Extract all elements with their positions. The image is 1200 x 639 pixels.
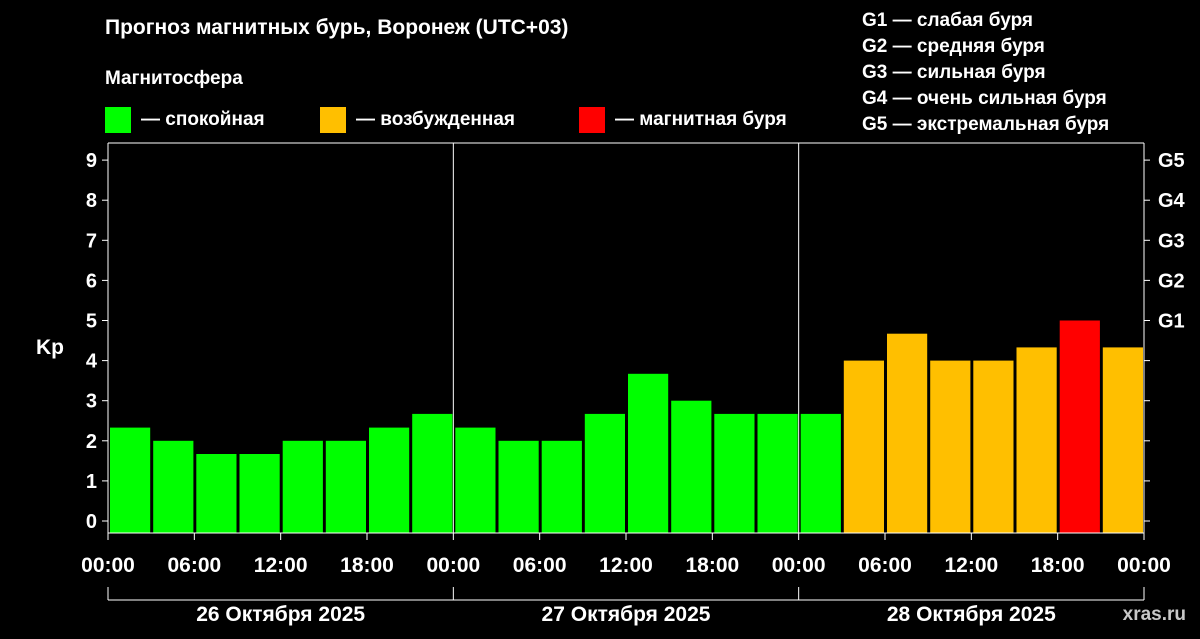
bar-2 bbox=[196, 454, 237, 533]
x-tick-label-12: 00:00 bbox=[1117, 554, 1171, 577]
bar-6 bbox=[369, 427, 410, 533]
chart-title: Прогноз магнитных бурь, Воронеж (UTC+03) bbox=[105, 16, 569, 39]
g-legend-g5: G5 — экстремальная буря bbox=[862, 114, 1110, 135]
x-tick-label-6: 12:00 bbox=[599, 554, 653, 577]
bar-1 bbox=[153, 440, 194, 533]
legend-label-active: — возбужденная bbox=[356, 109, 516, 130]
chart-subtitle: Магнитосфера bbox=[105, 68, 243, 89]
legend-swatch-active bbox=[320, 107, 346, 133]
x-tick-label-5: 06:00 bbox=[513, 554, 567, 577]
g-legend-g2: G2 — средняя буря bbox=[862, 36, 1045, 57]
x-tick-label-1: 06:00 bbox=[167, 554, 221, 577]
y-tick-label-3: 3 bbox=[86, 391, 97, 413]
y-tick-label-0: 0 bbox=[86, 511, 97, 533]
bar-14 bbox=[714, 413, 755, 533]
bar-8 bbox=[455, 427, 496, 533]
right-axis-label-G4: G4 bbox=[1158, 190, 1186, 212]
y-tick-label-4: 4 bbox=[86, 351, 98, 373]
bar-10 bbox=[541, 440, 582, 533]
x-tick-label-10: 12:00 bbox=[944, 554, 998, 577]
y-tick-label-7: 7 bbox=[86, 230, 97, 252]
y-axis-label: Kp bbox=[36, 336, 64, 359]
right-axis-label-G1: G1 bbox=[1158, 311, 1185, 333]
bar-18 bbox=[887, 333, 928, 533]
legend-label-quiet: — спокойная bbox=[141, 109, 265, 130]
bar-17 bbox=[843, 360, 884, 533]
bar-7 bbox=[412, 413, 453, 533]
y-tick-label-8: 8 bbox=[86, 190, 97, 212]
bar-9 bbox=[498, 440, 539, 533]
bar-5 bbox=[325, 440, 366, 533]
right-axis-label-G2: G2 bbox=[1158, 270, 1185, 292]
bar-23 bbox=[1102, 347, 1143, 533]
day-label-0: 26 Октября 2025 bbox=[196, 603, 365, 626]
bar-13 bbox=[671, 400, 712, 533]
right-axis-label-G3: G3 bbox=[1158, 230, 1185, 252]
bar-16 bbox=[800, 413, 841, 533]
g-legend-g4: G4 — очень сильная буря bbox=[862, 88, 1107, 109]
bar-22 bbox=[1059, 320, 1100, 533]
x-tick-label-4: 00:00 bbox=[426, 554, 480, 577]
x-tick-label-8: 00:00 bbox=[772, 554, 826, 577]
bar-4 bbox=[282, 440, 323, 533]
bars-group bbox=[110, 320, 1143, 533]
day-label-1: 27 Октября 2025 bbox=[542, 603, 711, 626]
bar-21 bbox=[1016, 347, 1057, 533]
y-tick-label-1: 1 bbox=[86, 471, 97, 493]
right-axis-label-G5: G5 bbox=[1158, 150, 1185, 172]
bar-15 bbox=[757, 413, 798, 533]
legend-swatch-quiet bbox=[105, 107, 131, 133]
y-tick-label-5: 5 bbox=[86, 311, 97, 333]
bar-12 bbox=[628, 373, 669, 533]
bar-19 bbox=[930, 360, 971, 533]
legend-label-storm: — магнитная буря bbox=[615, 109, 787, 130]
watermark: xras.ru bbox=[1122, 604, 1186, 625]
x-tick-label-3: 18:00 bbox=[340, 554, 394, 577]
y-tick-label-2: 2 bbox=[86, 431, 97, 453]
legend-item-quiet: — спокойная bbox=[105, 106, 265, 134]
y-tick-label-6: 6 bbox=[86, 270, 97, 292]
x-tick-label-0: 00:00 bbox=[81, 554, 135, 577]
legend-swatch-storm bbox=[579, 107, 605, 133]
legend-item-storm: — магнитная буря bbox=[579, 106, 787, 134]
bar-11 bbox=[584, 413, 625, 533]
g-legend-g3: G3 — сильная буря bbox=[862, 62, 1046, 83]
x-tick-label-11: 18:00 bbox=[1031, 554, 1085, 577]
bar-3 bbox=[239, 454, 280, 533]
x-tick-label-9: 06:00 bbox=[858, 554, 912, 577]
g-legend-g1: G1 — слабая буря bbox=[862, 10, 1034, 31]
y-tick-label-9: 9 bbox=[86, 150, 97, 172]
bar-0 bbox=[110, 427, 151, 533]
x-tick-label-2: 12:00 bbox=[254, 554, 308, 577]
day-label-2: 28 Октября 2025 bbox=[887, 603, 1056, 626]
legend-item-active: — возбужденная bbox=[320, 106, 515, 134]
bar-20 bbox=[973, 360, 1014, 533]
axes-group: 0 1 2 3 4 5 6 7 8 9 G1 G2 G3 G4 G5 00:00 06:00 12:00 18:00… bbox=[81, 142, 1186, 626]
x-tick-label-7: 18:00 bbox=[685, 554, 739, 577]
